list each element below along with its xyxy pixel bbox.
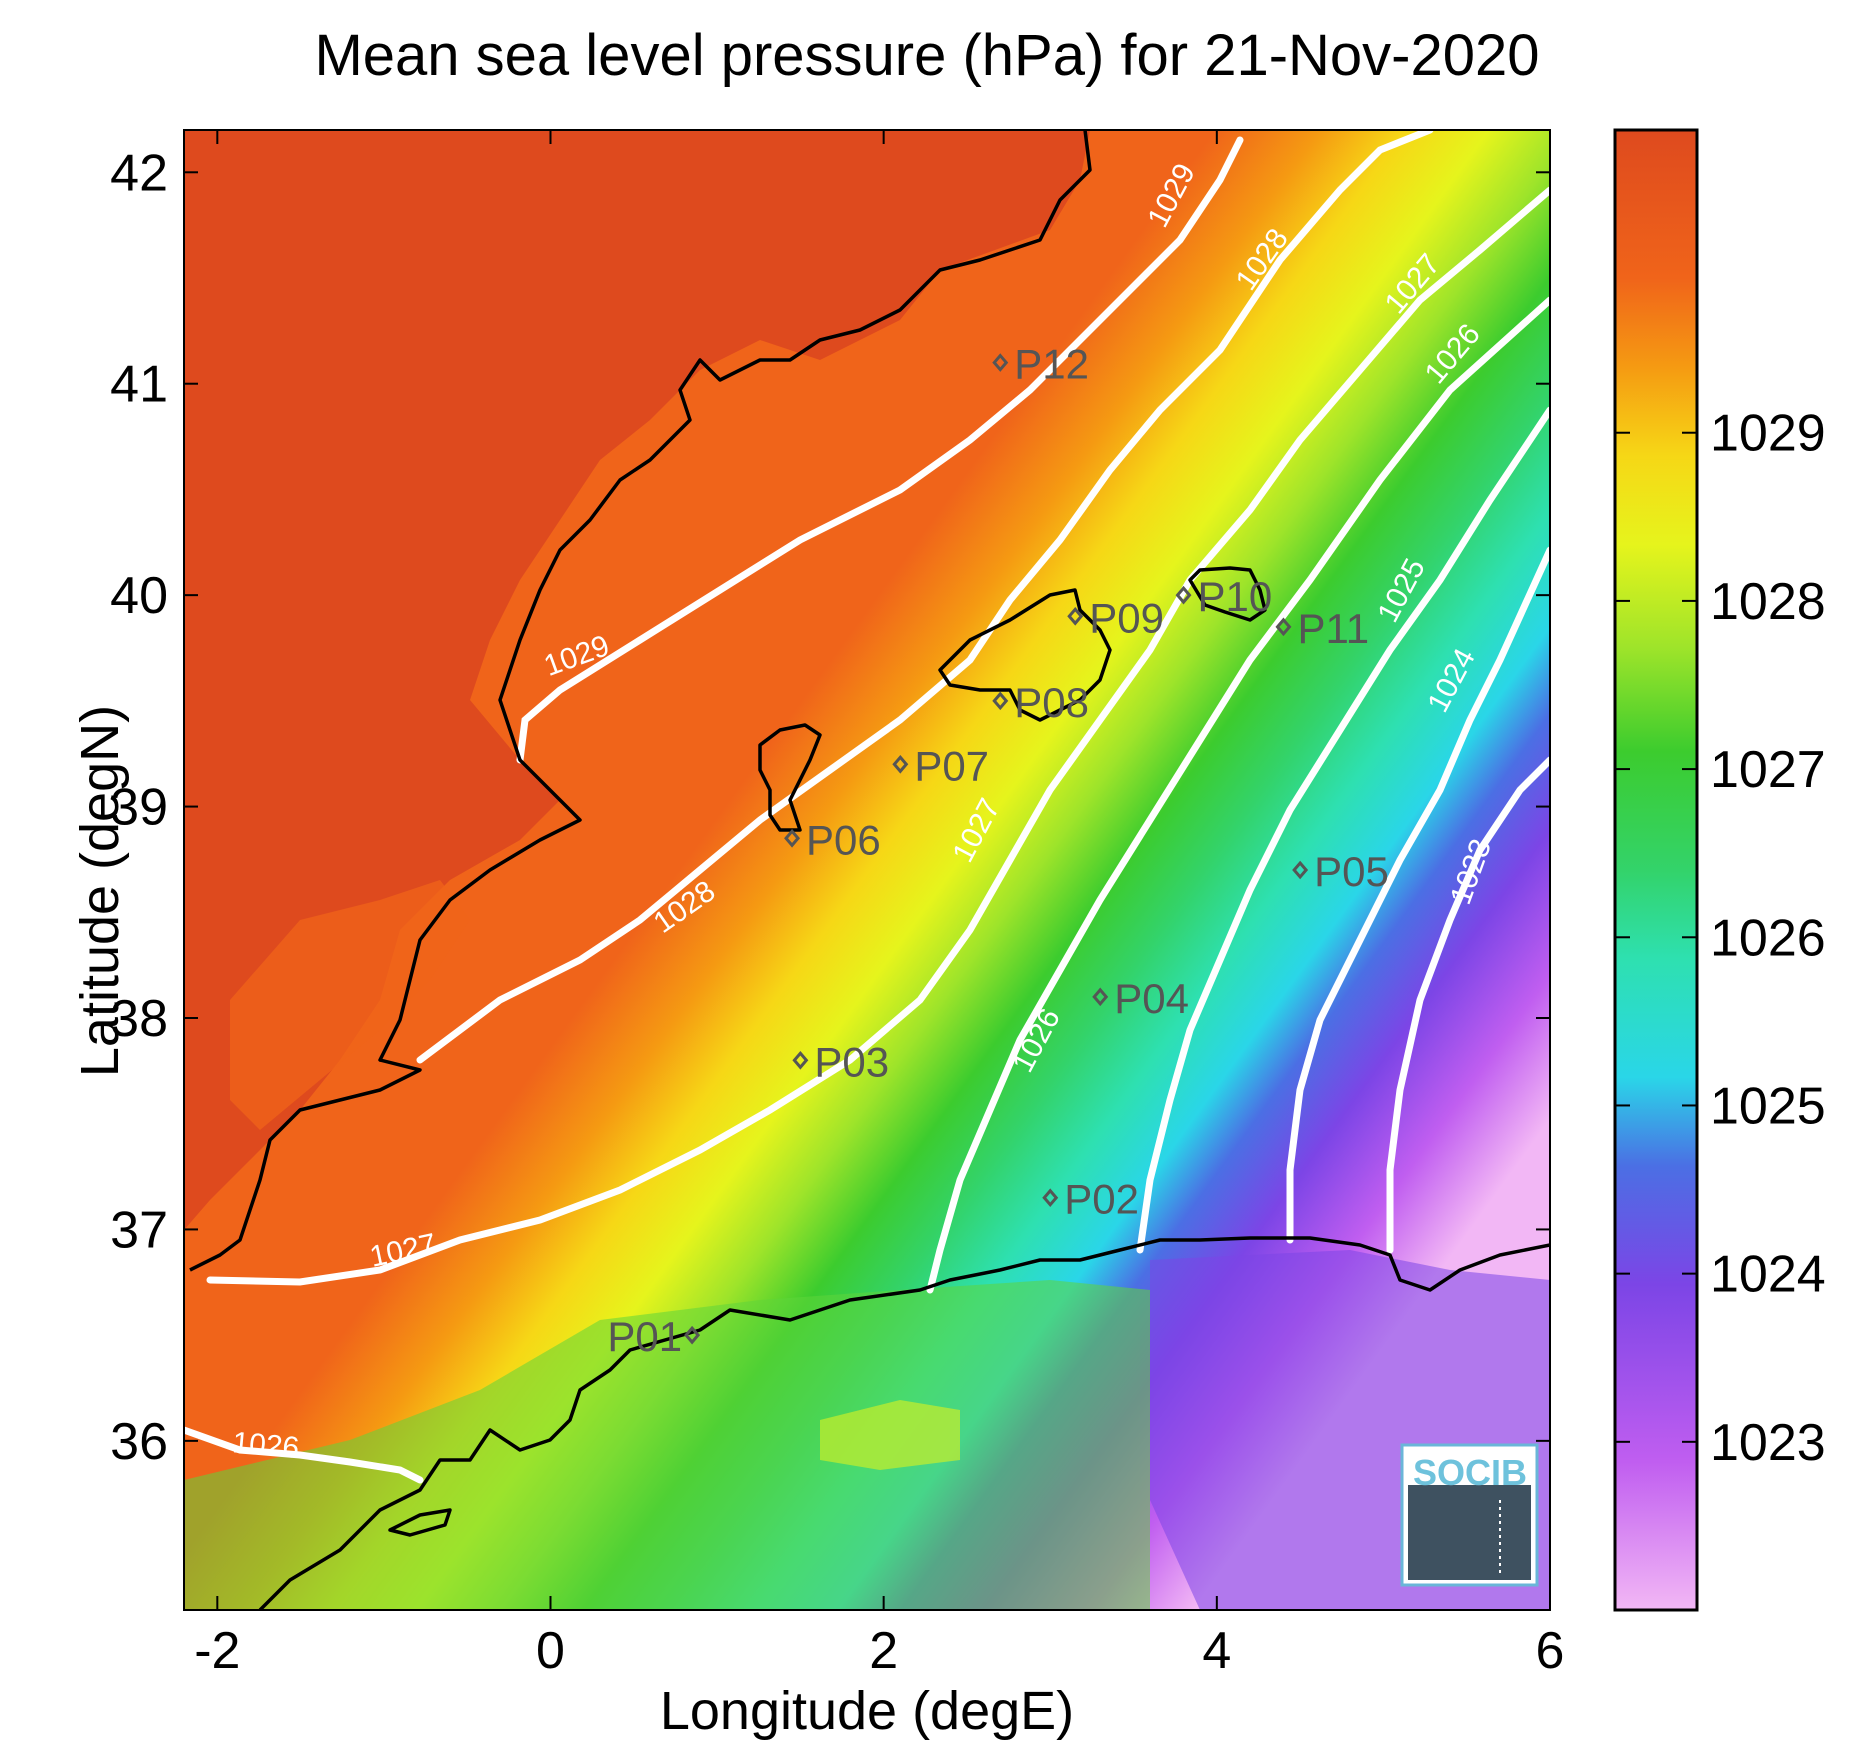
- colorbar-tick-label: 1024: [1710, 1246, 1826, 1304]
- y-axis-label: Latitude (degN): [70, 704, 130, 1078]
- station-p07: P07: [892, 742, 989, 789]
- station-marker: [1042, 1188, 1059, 1208]
- station-p05: P05: [1292, 848, 1389, 895]
- station-label: P11: [1297, 605, 1369, 652]
- station-label: P05: [1314, 848, 1389, 895]
- iberia-inland-orange: [230, 880, 470, 1130]
- colorbar-tick-label: 1023: [1710, 1414, 1826, 1472]
- y-tick-label: 42: [110, 144, 168, 202]
- coastline-alboran-island: [388, 1508, 452, 1537]
- contour-label: 1026: [231, 1426, 300, 1465]
- station-label: P01: [607, 1313, 682, 1360]
- y-axis-ticks: 36 37 38 39 40 41 42: [110, 144, 1550, 1471]
- contour-1026-a: [926, 296, 1550, 1294]
- x-axis-ticks: -2 0 2 4 6: [194, 130, 1564, 1680]
- coastline-menorca: [1188, 566, 1267, 622]
- y-tick-label: 36: [110, 1413, 168, 1471]
- x-tick-label: -2: [194, 1622, 240, 1680]
- station-marker: [1292, 860, 1309, 880]
- socib-logo: SOCIB: [1400, 1443, 1539, 1587]
- contour-1023: [1386, 756, 1550, 1254]
- station-marker: [784, 828, 801, 848]
- y-tick-label: 39: [110, 779, 168, 837]
- coastline-mallorca: [938, 588, 1112, 722]
- station-marker: [892, 754, 909, 774]
- colorbar-tick-label: 1026: [1710, 909, 1826, 967]
- station-marker: [792, 1050, 809, 1070]
- x-axis-label: Longitude (degE): [659, 1681, 1075, 1741]
- colorbar-tick-label: 1029: [1710, 405, 1826, 463]
- africa-land-field: [184, 1280, 1150, 1610]
- contour-1026-b: [184, 1426, 424, 1484]
- colorbar: [1613, 128, 1699, 1612]
- station-label: P02: [1064, 1176, 1139, 1223]
- station-p11: P11: [1275, 605, 1369, 652]
- station-p01: P01: [607, 1313, 701, 1360]
- station-marker: [992, 353, 1009, 372]
- station-p12: P12: [992, 341, 1089, 388]
- contour-1027: [206, 186, 1550, 1286]
- y-tick-label: 40: [110, 567, 168, 625]
- x-tick-label: 2: [869, 1622, 898, 1680]
- contour-1029: [516, 136, 1244, 764]
- africa-land-yellow: [820, 1400, 960, 1470]
- socib-logo-text: SOCIB: [1413, 1452, 1527, 1493]
- x-tick-label: 6: [1536, 1622, 1565, 1680]
- station-label: P06: [806, 816, 881, 863]
- station-marker: [992, 691, 1009, 711]
- coastline-iberia: [189, 130, 1092, 1272]
- y-tick-label: 37: [110, 1201, 168, 1259]
- station-marker: [684, 1325, 701, 1345]
- colorbar-ticks: 1023 1024 1025 1026 1027 1028 1029: [1615, 405, 1826, 1472]
- station-label: P03: [814, 1038, 889, 1085]
- colorbar-tick-label: 1025: [1710, 1077, 1826, 1135]
- station-p09: P09: [1067, 594, 1164, 641]
- coastline-ibiza: [758, 723, 822, 832]
- station-p06: P06: [784, 816, 881, 863]
- chart-title: Mean sea level pressure (hPa) for 21-Nov…: [314, 23, 1540, 88]
- iberia-high-pressure: [184, 130, 1090, 1230]
- y-tick-label: 41: [110, 356, 168, 414]
- y-tick-label: 38: [110, 990, 168, 1048]
- station-p04: P04: [1092, 975, 1189, 1022]
- x-tick-label: 4: [1202, 1622, 1231, 1680]
- coastline-africa: [258, 1236, 1550, 1610]
- contour-1024: [1286, 546, 1550, 1244]
- station-marker: [1067, 606, 1084, 626]
- coastline: [189, 130, 1550, 1610]
- station-p10: P10: [1175, 573, 1273, 620]
- station-marker: [1092, 987, 1109, 1007]
- contour-1025: [1136, 406, 1550, 1254]
- station-label: P10: [1198, 573, 1273, 620]
- station-p08: P08: [992, 679, 1089, 726]
- x-tick-label: 0: [536, 1622, 565, 1680]
- colorbar-tick-label: 1028: [1710, 573, 1826, 631]
- station-label: P04: [1114, 975, 1189, 1022]
- station-p03: P03: [792, 1038, 889, 1085]
- station-label: P09: [1089, 594, 1164, 641]
- station-label: P12: [1014, 341, 1089, 388]
- station-label: P08: [1014, 679, 1089, 726]
- station-label: P07: [914, 742, 989, 789]
- station-marker: [1275, 617, 1292, 637]
- axes-frame: [183, 129, 1551, 1611]
- colorbar-tick-label: 1027: [1710, 741, 1826, 799]
- station-marker: [1175, 585, 1192, 605]
- station-p02: P02: [1042, 1176, 1139, 1223]
